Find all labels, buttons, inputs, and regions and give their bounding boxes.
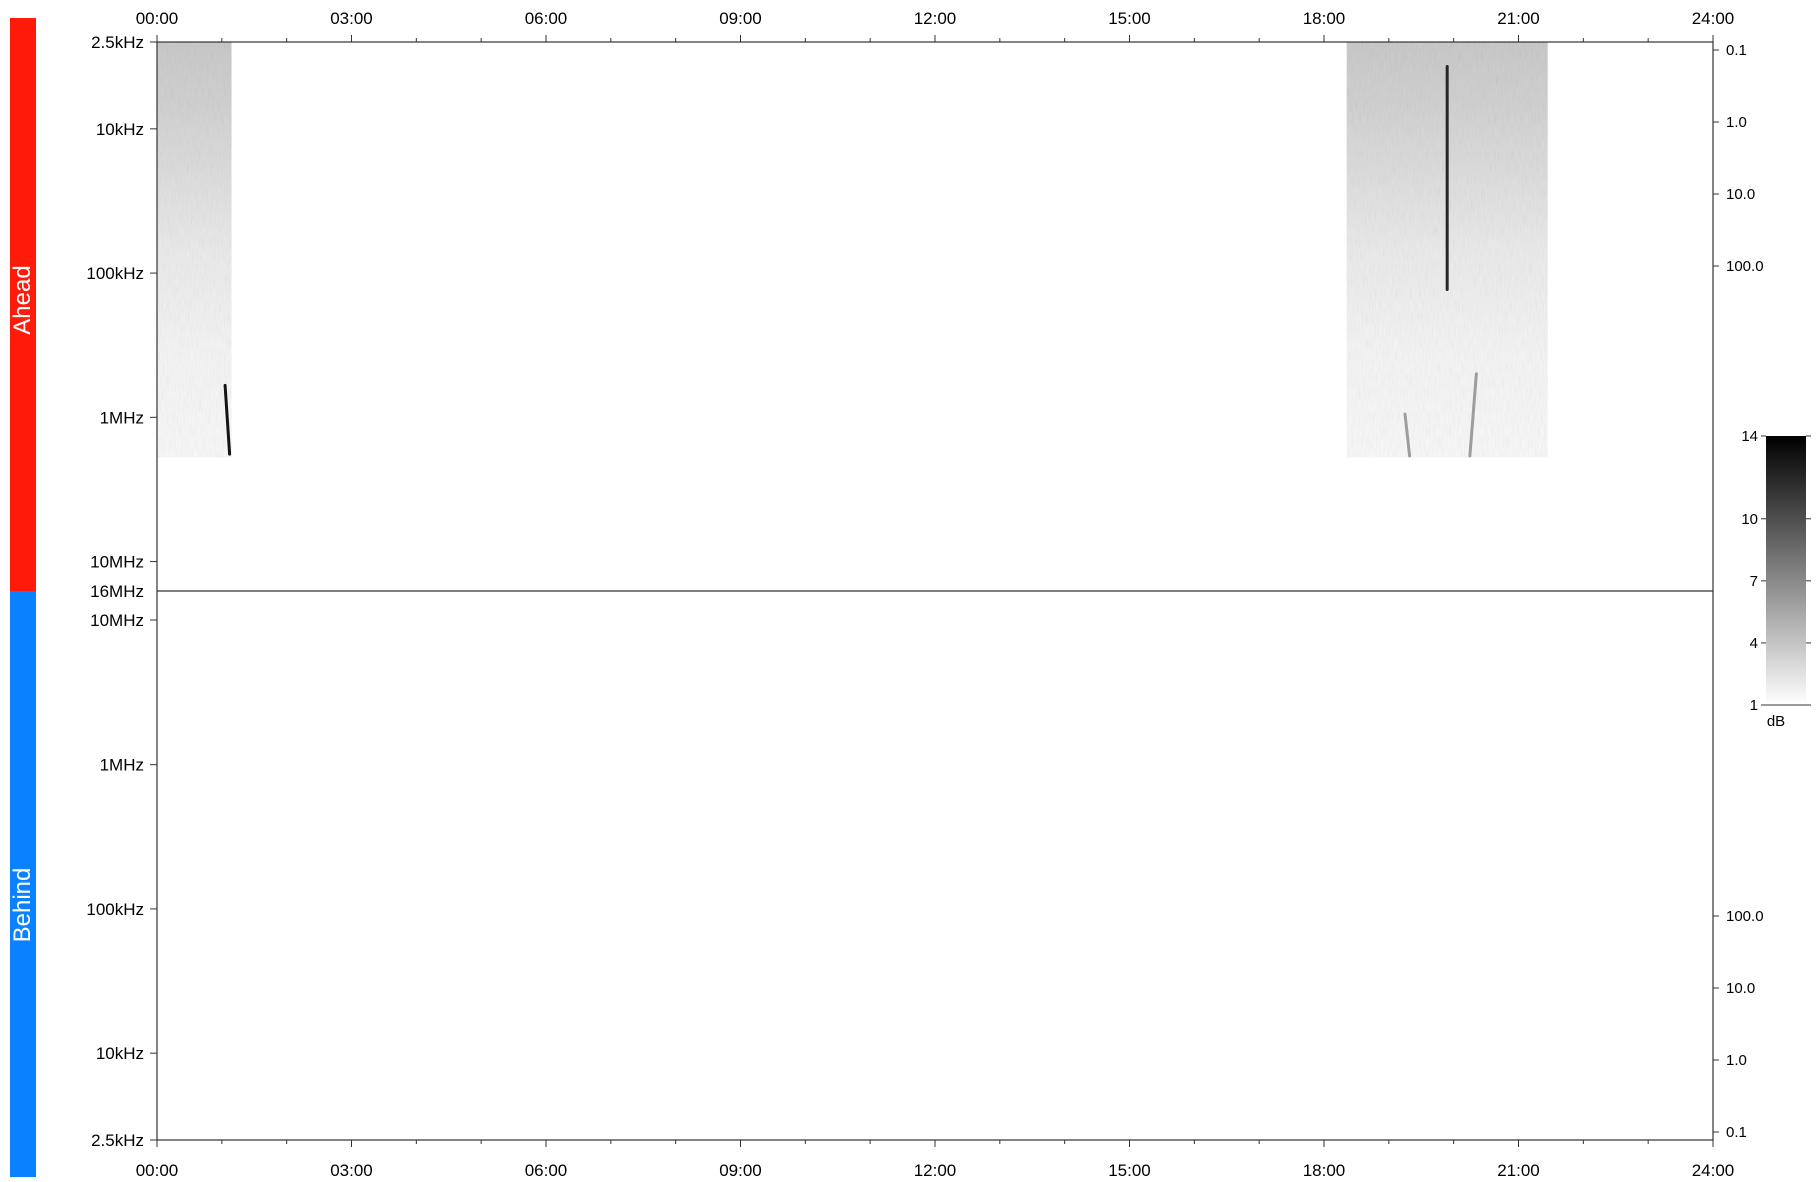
y-tick-label-ahead: 10MHz — [90, 553, 144, 572]
right-tick-label-ahead: 100.0 — [1726, 258, 1764, 275]
x-tick-label-top: 12:00 — [914, 9, 957, 28]
burst-2 — [1468, 372, 1478, 458]
x-tick-label-top: 15:00 — [1108, 9, 1151, 28]
ahead-panel-bar — [10, 18, 36, 591]
colorbar-tick-label: 4 — [1750, 635, 1758, 652]
y-tick-label-ahead: 100kHz — [86, 264, 144, 283]
boundary-label: 16MHz — [90, 582, 144, 601]
y-tick-label-behind: 100kHz — [86, 900, 144, 919]
x-tick-label-top: 06:00 — [525, 9, 568, 28]
y-tick-label-ahead: 10kHz — [96, 120, 144, 139]
right-tick-label-behind: 100.0 — [1726, 908, 1764, 925]
colorbar-unit-label: dB — [1767, 713, 1785, 730]
x-tick-label-bottom: 21:00 — [1497, 1161, 1540, 1180]
right-tick-label-ahead: 0.1 — [1726, 42, 1747, 59]
x-tick-label-top: 00:00 — [136, 9, 179, 28]
x-tick-label-bottom: 00:00 — [136, 1161, 179, 1180]
data-block-noise-0 — [157, 42, 232, 458]
colorbar — [1766, 436, 1806, 705]
x-tick-label-top: 03:00 — [330, 9, 373, 28]
colorbar-tick-label: 14 — [1741, 428, 1758, 445]
colorbar-tick-label: 10 — [1741, 511, 1758, 528]
x-tick-label-bottom: 15:00 — [1108, 1161, 1151, 1180]
x-tick-label-bottom: 09:00 — [719, 1161, 762, 1180]
colorbar-tick-label: 7 — [1750, 573, 1758, 590]
right-tick-label-behind: 1.0 — [1726, 1052, 1747, 1069]
x-tick-label-bottom: 24:00 — [1692, 1161, 1735, 1180]
y-tick-label-behind: 10kHz — [96, 1044, 144, 1063]
x-tick-label-top: 24:00 — [1692, 9, 1735, 28]
x-tick-label-top: 18:00 — [1303, 9, 1346, 28]
y-tick-label-ahead: 2.5kHz — [91, 33, 144, 52]
right-tick-label-behind: 10.0 — [1726, 980, 1755, 997]
right-tick-label-ahead: 1.0 — [1726, 114, 1747, 131]
right-tick-label-ahead: 10.0 — [1726, 186, 1755, 203]
y-tick-label-ahead: 1MHz — [100, 408, 144, 427]
x-tick-label-top: 09:00 — [719, 9, 762, 28]
y-tick-label-behind: 10MHz — [90, 611, 144, 630]
burst-0 — [223, 383, 232, 456]
x-tick-label-bottom: 06:00 — [525, 1161, 568, 1180]
x-tick-label-top: 21:00 — [1497, 9, 1540, 28]
y-tick-label-behind: 2.5kHz — [91, 1131, 144, 1150]
x-tick-label-bottom: 18:00 — [1303, 1161, 1346, 1180]
y-tick-label-behind: 1MHz — [100, 756, 144, 775]
x-tick-label-bottom: 12:00 — [914, 1161, 957, 1180]
burst-1 — [1403, 412, 1412, 458]
behind-panel-bar — [10, 591, 36, 1177]
right-tick-label-behind: 0.1 — [1726, 1124, 1747, 1141]
colorbar-tick-label: 1 — [1750, 697, 1758, 714]
x-tick-label-bottom: 03:00 — [330, 1161, 373, 1180]
